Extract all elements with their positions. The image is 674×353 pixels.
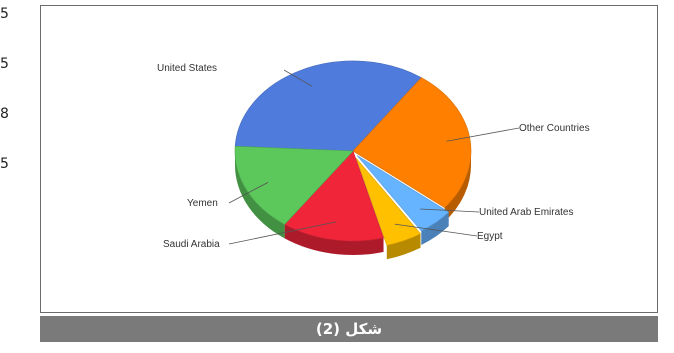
slice-label: Yemen bbox=[187, 198, 218, 209]
pie-slice-side bbox=[444, 151, 471, 222]
chart-frame: United States Other Countries United Arab … bbox=[40, 5, 658, 313]
pie-labels-layer: United States Other Countries United Arab … bbox=[157, 63, 590, 250]
figure-caption-bar: (2) شكل bbox=[40, 316, 658, 342]
slice-label: Egypt bbox=[477, 231, 503, 242]
margin-digit: 5 bbox=[0, 156, 9, 172]
slice-label: Saudi Arabia bbox=[163, 239, 220, 250]
leader-line bbox=[420, 208, 480, 213]
margin-digit: 5 bbox=[0, 6, 9, 22]
pie-slice bbox=[284, 150, 384, 242]
margin-digit: 5 bbox=[0, 56, 9, 72]
pie-slice bbox=[356, 155, 450, 232]
leader-line bbox=[283, 69, 313, 87]
pie-slice-side bbox=[386, 233, 421, 260]
leader-line bbox=[228, 221, 337, 245]
pie-slice bbox=[355, 158, 421, 246]
leader-line bbox=[394, 223, 478, 237]
margin-digit: 8 bbox=[0, 106, 9, 122]
pie-slice bbox=[234, 145, 354, 225]
slice-label: Other Countries bbox=[519, 123, 590, 134]
slice-label: United States bbox=[157, 63, 217, 74]
pie-slice-side bbox=[284, 224, 384, 256]
leader-line bbox=[446, 127, 520, 142]
leader-line bbox=[228, 181, 269, 204]
slice-label: United Arab Emirates bbox=[479, 207, 574, 218]
margin-digits: 5 5 8 5 bbox=[0, 0, 14, 353]
pie-slice bbox=[234, 60, 422, 152]
pie-top-layer bbox=[234, 60, 472, 246]
pie-slice-side bbox=[421, 212, 449, 245]
figure-caption: (2) شكل bbox=[315, 320, 383, 338]
pie-chart: United States Other Countries United Arab … bbox=[157, 60, 590, 260]
pie-slice bbox=[352, 77, 472, 209]
